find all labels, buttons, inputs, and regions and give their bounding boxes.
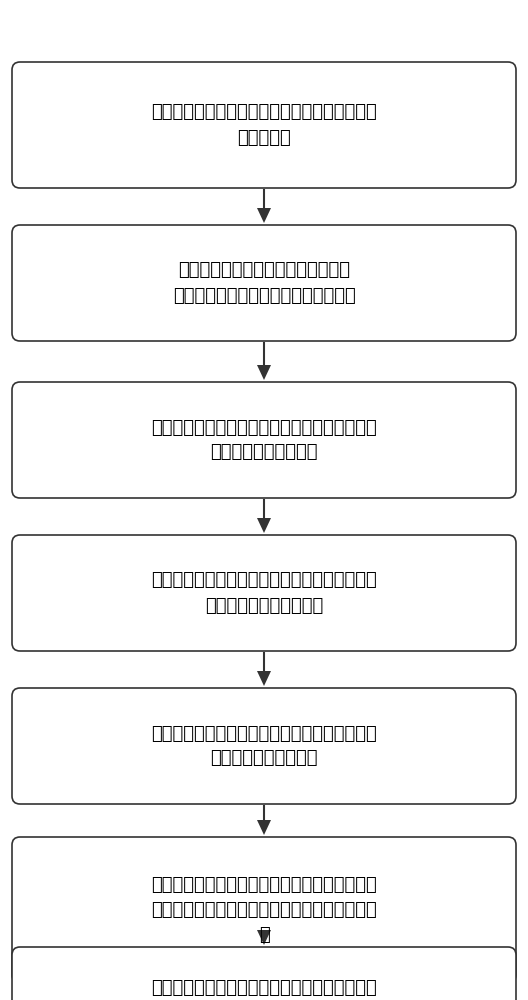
Text: 对实际与模拟示功图进行比较，确定本发明绘制
理论示功图方法的可行性: 对实际与模拟示功图进行比较，确定本发明绘制 理论示功图方法的可行性 [151,572,377,614]
Text: 进行连杆大小头瓦故障模拟实验，使用监测系统
获得故障下的振动信号: 进行连杆大小头瓦故障模拟实验，使用监测系统 获得故障下的振动信号 [151,724,377,768]
Polygon shape [257,365,271,380]
Polygon shape [257,518,271,533]
Text: 根据建立往复压缩各过程数学模型，
计算气缸内压力变化，绘制模拟示功图: 根据建立往复压缩各过程数学模型， 计算气缸内压力变化，绘制模拟示功图 [173,261,355,304]
Polygon shape [257,930,271,945]
Polygon shape [257,820,271,835]
FancyBboxPatch shape [12,535,516,651]
FancyBboxPatch shape [12,688,516,804]
FancyBboxPatch shape [12,225,516,341]
Text: 根据模拟示功图绘制往复压缩机运动部件受力状
态，确定理论的十字头销换向点与大头瓦受力状
态: 根据模拟示功图绘制往复压缩机运动部件受力状 态，确定理论的十字头销换向点与大头瓦… [151,876,377,944]
Polygon shape [257,208,271,223]
FancyBboxPatch shape [12,837,516,983]
Polygon shape [257,671,271,686]
FancyBboxPatch shape [12,62,516,188]
FancyBboxPatch shape [12,947,516,1000]
Text: 结合理论计算与实际监测振动波形，对该发明的
实际应用进行检验: 结合理论计算与实际监测振动波形，对该发明的 实际应用进行检验 [151,978,377,1000]
FancyBboxPatch shape [12,382,516,498]
Text: 选择实验用往复压缩机，获得该压缩机相关运行
与部件参数: 选择实验用往复压缩机，获得该压缩机相关运行 与部件参数 [151,104,377,146]
Text: 通过安装动态压力传感器，获得实际的气缸压力
曲线，绘制实际示功图: 通过安装动态压力传感器，获得实际的气缸压力 曲线，绘制实际示功图 [151,418,377,462]
